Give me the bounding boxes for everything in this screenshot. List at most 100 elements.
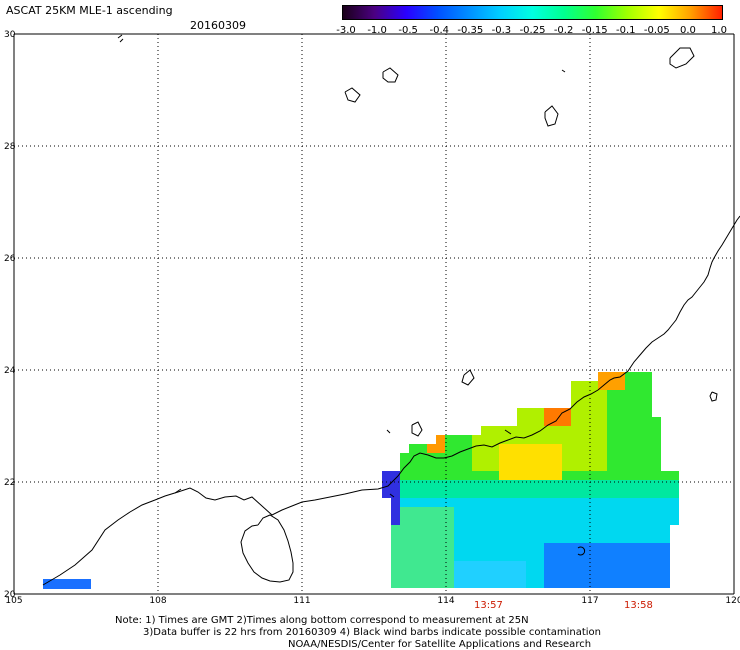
swath-cell [598,471,607,480]
swath-cell [643,507,652,516]
swath-cell [589,516,598,525]
swath-cell [490,534,499,543]
swath-cell [418,534,427,543]
swath-cell [634,399,643,408]
swath-cell [634,390,643,399]
swath-cell [589,381,598,390]
swath-cell [589,390,598,399]
swath-cell [400,462,409,471]
coastline-hainan [240,514,294,583]
swath-cell [481,525,490,534]
swath-cell [643,372,652,381]
footnote-line-2: 3)Data buffer is 22 hrs from 20160309 4)… [143,627,601,638]
swath-cell [517,516,526,525]
swath-cell [571,552,580,561]
swath-cell [535,525,544,534]
swath-cell [607,534,616,543]
swath-cell [499,534,508,543]
swath-cell [490,489,499,498]
swath-cell [562,507,571,516]
swath-cell [670,516,679,525]
swath-cell [652,552,661,561]
swath-cell [400,543,409,552]
swath-cell [535,453,544,462]
swath-cell [463,579,472,588]
swath-cell [616,471,625,480]
swath-cell [544,570,553,579]
swath-cell [580,480,589,489]
swath-cell [553,561,562,570]
swath-cell [634,552,643,561]
swath-cell [607,372,616,381]
swath-cell [562,525,571,534]
swath-cell [508,507,517,516]
swath-cell [454,453,463,462]
swath-cell [562,498,571,507]
coastline-island-a [461,369,475,386]
swath-cell [472,498,481,507]
swath-cell [535,489,544,498]
swath-cell [391,480,400,489]
swath-cell [481,534,490,543]
swath-cell [571,498,580,507]
swath-cell [607,426,616,435]
swath-cell [634,561,643,570]
swath-cell [508,543,517,552]
swath-cell [616,516,625,525]
swath-cell [454,435,463,444]
swath-cell [508,480,517,489]
swath-cell [598,516,607,525]
swath-cell [517,534,526,543]
swath-cell [598,426,607,435]
swath-cell [553,426,562,435]
swath-cell [652,534,661,543]
swath-cell [481,507,490,516]
swath-cell [616,480,625,489]
swath-cell [661,471,670,480]
swath-cell [643,489,652,498]
swath-cell [427,462,436,471]
swath-cell [535,534,544,543]
swath-cell [580,471,589,480]
swath-cell [517,561,526,570]
colorbar-label: -0.1 [615,25,636,36]
swath-cell [436,552,445,561]
swath-cell [517,444,526,453]
swath-cell [553,525,562,534]
swath-cell [562,462,571,471]
swath-cell [535,579,544,588]
swath-cell [643,453,652,462]
swath-cell [508,453,517,462]
swath-cell [616,507,625,516]
swath-cell [661,507,670,516]
swath-cell [598,480,607,489]
swath-cell [418,462,427,471]
swath-cell [634,489,643,498]
swath-cell [508,471,517,480]
swath-cell [481,435,490,444]
swath-cell [544,471,553,480]
swath-cell [625,426,634,435]
swath-cell [643,417,652,426]
swath-cell [580,579,589,588]
swath-cell [625,381,634,390]
swath-cell [436,498,445,507]
swath-cell [400,498,409,507]
swath-cell [517,480,526,489]
swath-cell [436,444,445,453]
swath-cell [454,444,463,453]
swath-cell [454,534,463,543]
swath-cell [607,462,616,471]
swath-cell [490,498,499,507]
swath-cell [481,543,490,552]
swath-cell [589,525,598,534]
swath-cell [499,543,508,552]
swath-cell [526,525,535,534]
swath-cell [517,525,526,534]
swath-cell [625,435,634,444]
swath-cell [571,525,580,534]
swath-cell [472,543,481,552]
swath-cell [436,480,445,489]
swath-cell [616,534,625,543]
swath-cell [454,489,463,498]
